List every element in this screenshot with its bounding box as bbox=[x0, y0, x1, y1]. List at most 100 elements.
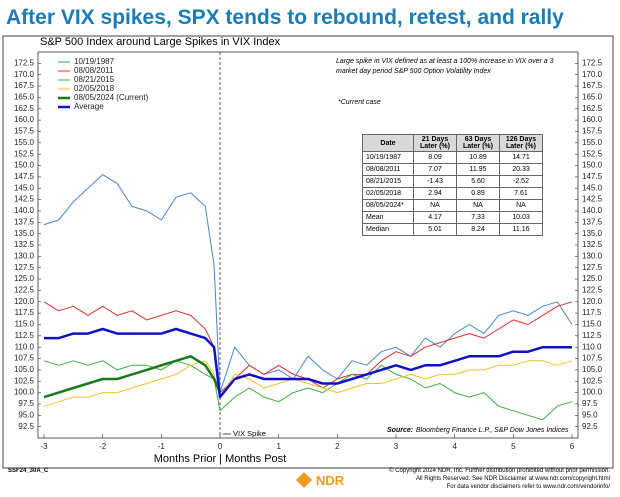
y-tick-label-right: 157.5 bbox=[582, 127, 603, 136]
y-tick-label: 107.5 bbox=[14, 354, 35, 363]
legend-label: 10/19/1987 bbox=[74, 57, 115, 66]
series-line bbox=[43, 355, 222, 399]
y-tick-label-right: 132.5 bbox=[582, 240, 603, 249]
y-tick-label: 115.0 bbox=[15, 320, 35, 329]
x-tick-label: 0 bbox=[218, 442, 223, 451]
y-tick-label: 112.5 bbox=[15, 331, 35, 340]
y-tick-label-right: 127.5 bbox=[582, 263, 603, 272]
table-cell: 5.60 bbox=[456, 175, 500, 188]
y-tick-label-right: 125.0 bbox=[582, 274, 603, 283]
legend-label: 08/05/2024 (Current) bbox=[74, 93, 149, 102]
y-tick-label-right: 172.5 bbox=[582, 58, 603, 67]
table-row: 02/05/2018 2.94 0.89 7.61 bbox=[362, 187, 543, 200]
table-cell: -1.43 bbox=[413, 175, 457, 188]
y-tick-label-right: 95.0 bbox=[582, 410, 598, 419]
table-cell: NA bbox=[456, 199, 500, 212]
y-tick-label: 157.5 bbox=[14, 127, 35, 136]
y-tick-label: 137.5 bbox=[14, 217, 35, 226]
table-cell: NA bbox=[413, 199, 457, 212]
table-cell: 02/05/2018 bbox=[362, 187, 414, 200]
y-tick-label-right: 137.5 bbox=[582, 217, 603, 226]
table-header: 126 Days Later (%) bbox=[499, 134, 543, 152]
logo-mark bbox=[296, 472, 312, 488]
table-row: 08/05/2024* NA NA NA bbox=[362, 199, 543, 212]
legend-label: 08/08/2011 bbox=[74, 66, 114, 75]
table-cell: 8.24 bbox=[456, 223, 500, 236]
legend-label: Average bbox=[74, 102, 104, 111]
table-cell: 10.03 bbox=[499, 211, 543, 224]
table-cell: 20.33 bbox=[499, 163, 543, 176]
y-tick-label: 110.0 bbox=[15, 342, 35, 351]
series-line bbox=[43, 360, 573, 421]
series-line bbox=[43, 174, 573, 394]
x-tick-label: 6 bbox=[570, 442, 575, 451]
y-tick-label: 165.0 bbox=[14, 93, 35, 102]
table-row: 10/19/1987 8.09 10.89 14.71 bbox=[362, 151, 543, 164]
y-tick-label: 132.5 bbox=[14, 240, 35, 249]
y-tick-label: 140.0 bbox=[14, 206, 35, 215]
x-tick-label: -2 bbox=[99, 442, 107, 451]
y-tick-label-right: 140.0 bbox=[582, 206, 603, 215]
footer-code: SSF24_30A_C bbox=[8, 468, 49, 474]
table-cell: 08/08/2011 bbox=[362, 163, 414, 176]
y-tick-label: 160.0 bbox=[14, 115, 35, 124]
y-tick-label-right: 97.5 bbox=[582, 399, 598, 408]
x-axis-label: Months Prior | Months Post bbox=[154, 453, 286, 465]
x-tick-label: 5 bbox=[511, 442, 516, 451]
y-tick-label-right: 100.0 bbox=[582, 388, 603, 397]
y-tick-label: 117.5 bbox=[15, 308, 35, 317]
table-header-row: Date 21 Days Later (%) 63 Days Later (%) 12… bbox=[362, 134, 543, 152]
y-tick-label: 122.5 bbox=[14, 286, 35, 295]
table-cell: Mean bbox=[362, 211, 414, 224]
stats-table: Date 21 Days Later (%) 63 Days Later (%) 12… bbox=[362, 134, 543, 236]
y-tick-label-right: 160.0 bbox=[582, 115, 603, 124]
y-tick-label-right: 130.0 bbox=[582, 251, 603, 260]
y-tick-label-right: 162.5 bbox=[582, 104, 603, 113]
table-row: 08/21/2015 -1.43 5.60 -2.52 bbox=[362, 175, 543, 188]
table-row: Median 5.01 8.24 11.16 bbox=[362, 223, 543, 236]
y-tick-label: 172.5 bbox=[14, 58, 35, 67]
note: Large spike in VIX defined as at least a… bbox=[336, 58, 554, 75]
y-tick-label-right: 167.5 bbox=[582, 81, 603, 90]
source-label: Source: bbox=[387, 427, 413, 434]
x-tick-label: -3 bbox=[40, 442, 48, 451]
x-tick-label: 1 bbox=[276, 442, 281, 451]
x-tick-label: 4 bbox=[452, 442, 457, 451]
table-cell: 10/19/1987 bbox=[362, 151, 414, 164]
y-tick-label: 147.5 bbox=[14, 172, 35, 181]
y-tick-label-right: 122.5 bbox=[582, 286, 603, 295]
y-tick-label-right: 105.0 bbox=[582, 365, 603, 374]
series-line bbox=[43, 301, 573, 394]
y-tick-label: 152.5 bbox=[14, 149, 35, 158]
copyright: For data vendor disclaimers refer to www… bbox=[447, 484, 611, 490]
table-cell: 7.33 bbox=[456, 211, 500, 224]
table-cell: 2.94 bbox=[413, 187, 457, 200]
y-tick-label: 100.0 bbox=[14, 388, 35, 397]
table-cell: 10.89 bbox=[456, 151, 500, 164]
y-tick-label: 145.0 bbox=[14, 183, 35, 192]
y-tick-label: 125.0 bbox=[14, 274, 35, 283]
y-tick-label-right: 152.5 bbox=[582, 149, 603, 158]
table-header: 21 Days Later (%) bbox=[413, 134, 457, 152]
y-tick-label-right: 165.0 bbox=[582, 93, 603, 102]
legend-label: 02/05/2018 bbox=[74, 84, 115, 93]
table-cell: 08/21/2015 bbox=[362, 175, 414, 188]
legend-label: 08/21/2015 bbox=[74, 75, 115, 84]
y-tick-label: 155.0 bbox=[14, 138, 35, 147]
annotation: VIX Spike bbox=[233, 429, 266, 438]
y-tick-label-right: 92.5 bbox=[582, 422, 598, 431]
table-cell: 11.95 bbox=[456, 163, 500, 176]
y-tick-label-right: 135.0 bbox=[582, 229, 603, 238]
table-cell: 8.09 bbox=[413, 151, 457, 164]
y-tick-label: 92.5 bbox=[18, 422, 34, 431]
table-cell: -2.52 bbox=[499, 175, 543, 188]
y-tick-label: 120.0 bbox=[14, 297, 35, 306]
y-tick-label-right: 102.5 bbox=[582, 376, 603, 385]
copyright: All Rights Reserved. See NDR Disclaimer … bbox=[416, 476, 610, 482]
table-header: Date bbox=[362, 134, 414, 152]
note2: *Current case bbox=[338, 99, 381, 106]
table-cell: 5.01 bbox=[413, 223, 457, 236]
x-tick-label: 3 bbox=[394, 442, 399, 451]
series-line bbox=[44, 327, 572, 399]
